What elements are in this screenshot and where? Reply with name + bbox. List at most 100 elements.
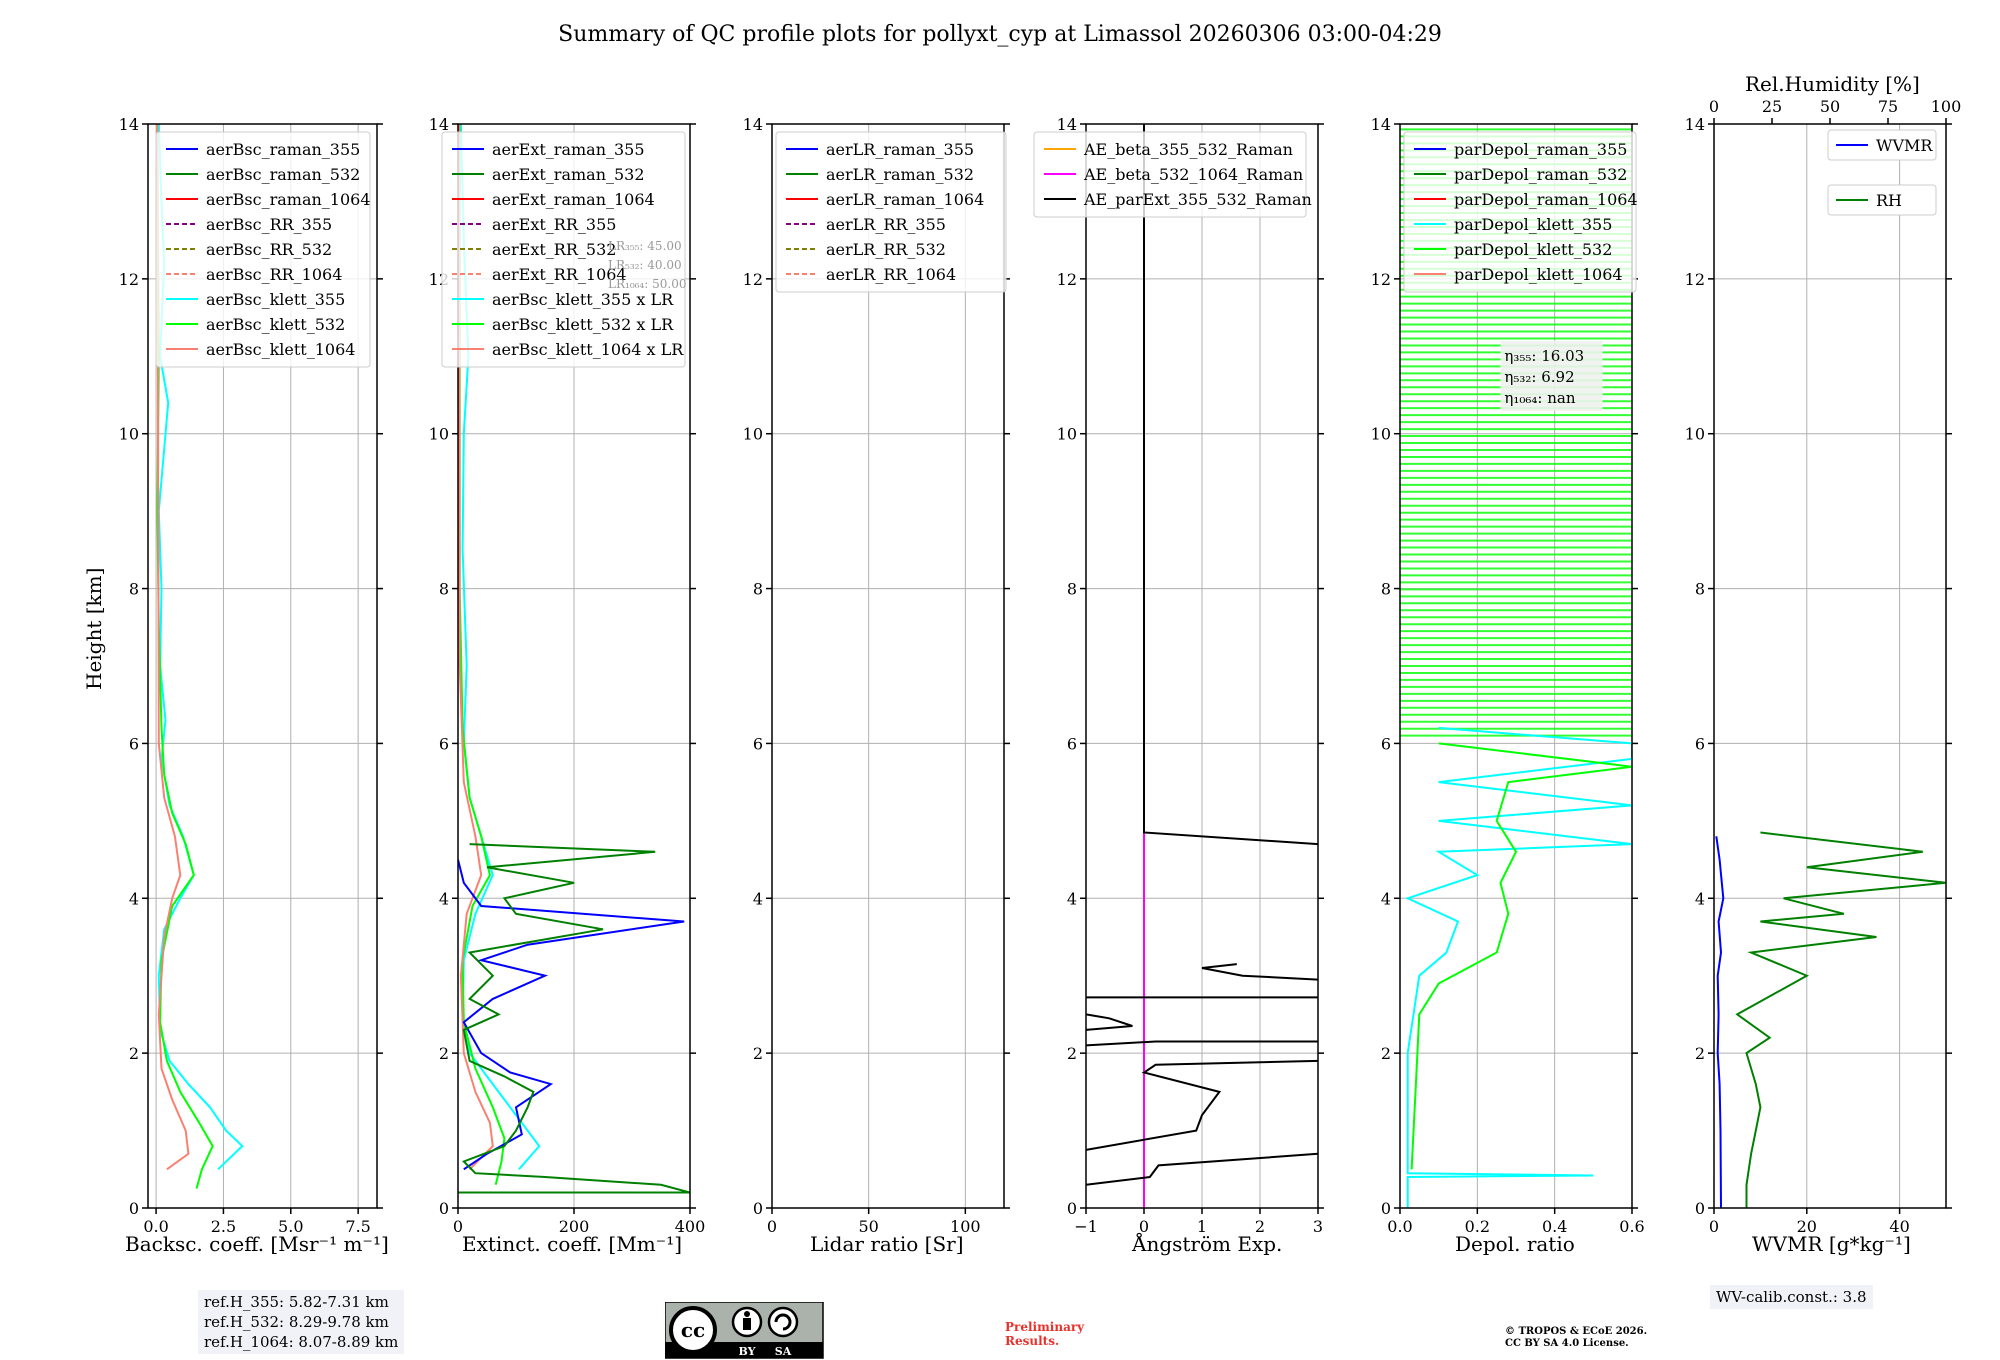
- preliminary-line-1: Preliminary: [1005, 1320, 1085, 1334]
- xlabel-depol: Depol. ratio: [1455, 1232, 1575, 1256]
- series-pardepol-klett-532: [1410, 742, 1632, 1170]
- ytick-label: 10: [1371, 425, 1391, 444]
- ytick-label: 8: [1695, 580, 1705, 599]
- badge-by-text: BY: [739, 1345, 756, 1358]
- xlabel-rel-humidity: Rel.Humidity [%]: [1745, 72, 1920, 96]
- ytick-label: 14: [429, 115, 449, 134]
- series-aerext-raman-532: [458, 843, 690, 1194]
- legend-label: parDepol_raman_1064: [1454, 190, 1638, 209]
- top-xtick-label: 25: [1762, 97, 1782, 116]
- xtick-label: 200: [559, 1217, 590, 1236]
- legend-box: [1827, 129, 1937, 161]
- xtick-label: 40: [1889, 1217, 1909, 1236]
- legend-label: aerBsc_klett_532: [206, 315, 345, 334]
- xtick-label: 0: [767, 1217, 777, 1236]
- ytick-label: 2: [1381, 1044, 1391, 1063]
- legend-label: aerBsc_klett_355: [206, 290, 345, 309]
- series-ae-parext-355-532-raman-4-: [1086, 1013, 1133, 1031]
- panel-lidar_ratio: 0 50 100 0 2 4 6 8 10 12 14 aerLR_raman_355 aerLR_ra…: [743, 115, 1010, 1236]
- ytick-label: 4: [439, 889, 449, 908]
- series-aerbsc-klett-532-x-lr: [458, 124, 506, 1186]
- legend-label: aerLR_raman_532: [826, 165, 974, 184]
- xtick-label: 1: [1197, 1217, 1207, 1236]
- ytick-label: 0: [439, 1199, 449, 1218]
- xtick-label: 7.5: [345, 1217, 370, 1236]
- legend-box: [1827, 184, 1937, 216]
- ytick-label: 2: [1695, 1044, 1705, 1063]
- xtick-label: 0.4: [1542, 1217, 1567, 1236]
- series-aerext-raman-355: [458, 859, 685, 1171]
- series-ae-parext-355-532-raman-7-: [1143, 124, 1318, 846]
- ytick-label: 10: [1057, 425, 1077, 444]
- legend-label: aerBsc_klett_355 x LR: [492, 290, 674, 309]
- ytick-label: 2: [753, 1044, 763, 1063]
- axes-frame-backscatter: [147, 123, 378, 1209]
- xtick-label: 0.0: [143, 1217, 168, 1236]
- series-aerbsc-klett-1064-x-lr: [458, 124, 494, 1171]
- legend-label: aerLR_RR_532: [826, 240, 946, 259]
- legend-label: parDepol_raman_355: [1454, 140, 1627, 159]
- ytick-label: 4: [1695, 889, 1705, 908]
- eta-box: [1500, 340, 1603, 411]
- legend-label: RH: [1876, 191, 1902, 210]
- xtick-label: 20: [1797, 1217, 1817, 1236]
- eta-label: η₁₀₆₄: nan: [1504, 389, 1575, 407]
- legend-label: aerExt_raman_1064: [492, 190, 655, 209]
- axes-frame-wvmr: [1713, 123, 1947, 1209]
- xtick-label: 400: [675, 1217, 706, 1236]
- ytick-label: 14: [743, 115, 763, 134]
- series-aerbsc-klett-355-x-lr: [459, 124, 541, 1170]
- legend-label: aerExt_raman_355: [492, 140, 645, 159]
- ytick-label: 6: [439, 734, 449, 753]
- legend-label: aerLR_RR_1064: [826, 265, 956, 284]
- legend-label: aerLR_RR_355: [826, 215, 946, 234]
- ytick-label: 8: [753, 580, 763, 599]
- ytick-label: 6: [1381, 734, 1391, 753]
- series-ae-parext-355-532-raman-2-: [1086, 1059, 1318, 1151]
- eta-label: η₃₅₅: 16.03: [1504, 347, 1584, 365]
- ytick-label: 14: [1685, 115, 1705, 134]
- ytick-label: 4: [129, 889, 139, 908]
- xlabel-angstrom: Ångström Exp.: [1132, 1232, 1283, 1256]
- preliminary-note: Preliminary Results.: [1005, 1320, 1084, 1348]
- series-group-backscatter: [156, 124, 244, 1189]
- legend-label: aerBsc_RR_532: [206, 240, 332, 259]
- legend-label: AE_beta_532_1064_Raman: [1083, 165, 1303, 184]
- ytick-label: 12: [119, 270, 139, 289]
- xlabel-wvmr: WVMR [g*kg⁻¹]: [1752, 1232, 1911, 1256]
- series-rh: [1735, 831, 1946, 1208]
- xtick-label: 2.5: [211, 1217, 236, 1236]
- ytick-label: 10: [1685, 425, 1705, 444]
- xtick-label: 50: [858, 1217, 878, 1236]
- legend-label: aerExt_raman_532: [492, 165, 645, 184]
- ytick-label: 0: [1381, 1199, 1391, 1218]
- legend-label: WVMR: [1876, 136, 1933, 155]
- ytick-label: 10: [119, 425, 139, 444]
- series-group-angstrom: [1086, 124, 1318, 1208]
- lr-label: LR₃₅₅: 45.00: [608, 239, 682, 253]
- axes-frame-depol: [1399, 123, 1633, 1209]
- xlabel-backscatter: Backsc. coeff. [Msr⁻¹ m⁻¹]: [125, 1232, 389, 1256]
- ytick-label: 8: [129, 580, 139, 599]
- ytick-label: 2: [1067, 1044, 1077, 1063]
- legend-label: aerBsc_RR_355: [206, 215, 332, 234]
- legend-label: parDepol_klett_355: [1454, 215, 1612, 234]
- series-ae-parext-355-532-raman-6-: [1201, 963, 1318, 981]
- top-xtick-label: 50: [1820, 97, 1840, 116]
- ref-height-532: ref.H_532: 8.29-9.78 km: [204, 1313, 389, 1331]
- series-ae-parext-355-532-raman-3-: [1086, 1040, 1318, 1047]
- axes-frame-lidar_ratio: [771, 123, 1005, 1209]
- legend-label: aerBsc_raman_532: [206, 165, 360, 184]
- series-group-extinction: [458, 124, 690, 1194]
- ytick-label: 0: [753, 1199, 763, 1218]
- xtick-label: 100: [950, 1217, 981, 1236]
- legend-label: AE_parExt_355_532_Raman: [1083, 190, 1312, 209]
- cc-by-sa-badge-icon: cc BY SA: [665, 1302, 824, 1359]
- legend-label: aerBsc_raman_355: [206, 140, 360, 159]
- lr-label: LR₅₃₂: 40.00: [608, 258, 682, 272]
- ytick-label: 8: [439, 580, 449, 599]
- ytick-label: 6: [1067, 734, 1077, 753]
